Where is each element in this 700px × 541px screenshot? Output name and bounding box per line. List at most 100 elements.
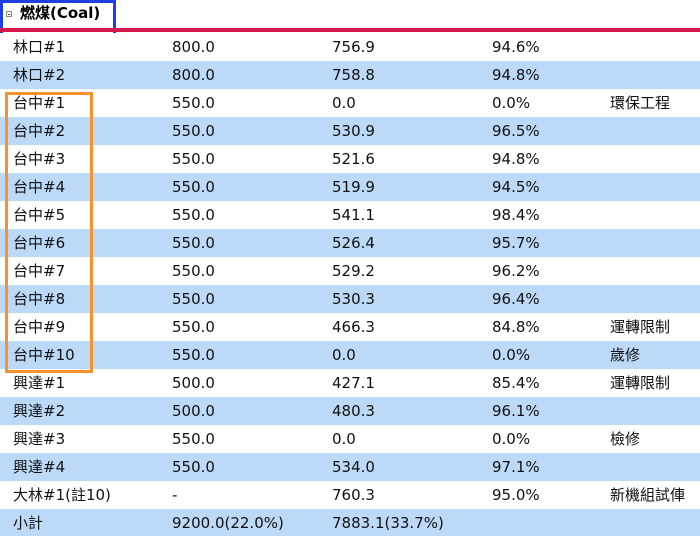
net-generation: 0.0 xyxy=(332,94,356,112)
unit-name: 林口#1 xyxy=(13,38,66,56)
collapse-toggle-icon[interactable] xyxy=(6,11,12,17)
table-row: 興達#3 550.0 0.0 0.0% 檢修 xyxy=(0,425,700,453)
table-row: 台中#1 550.0 0.0 0.0% 環保工程 xyxy=(0,89,700,117)
installed-capacity: 550.0 xyxy=(172,346,215,364)
installed-capacity: 550.0 xyxy=(172,290,215,308)
utilization-percent: 96.2% xyxy=(492,262,540,280)
generation-table: 林口#1 800.0 756.9 94.6% 林口#2 800.0 758.8 … xyxy=(0,33,700,536)
unit-name: 興達#1 xyxy=(13,374,66,392)
net-generation: 756.9 xyxy=(332,38,375,56)
utilization-percent: 94.5% xyxy=(492,178,540,196)
unit-name: 台中#10 xyxy=(13,346,75,364)
installed-capacity: 800.0 xyxy=(172,66,215,84)
installed-capacity: 550.0 xyxy=(172,122,215,140)
net-generation: 758.8 xyxy=(332,66,375,84)
installed-capacity: 550.0 xyxy=(172,318,215,336)
table-row: 台中#7 550.0 529.2 96.2% xyxy=(0,257,700,285)
installed-capacity: 800.0 xyxy=(172,38,215,56)
unit-name: 台中#1 xyxy=(13,94,66,112)
subtotal-row: 小計 9200.0(22.0%) 7883.1(33.7%) xyxy=(0,509,700,536)
utilization-percent: 0.0% xyxy=(492,94,531,112)
unit-name: 台中#8 xyxy=(13,290,66,308)
utilization-percent: 98.4% xyxy=(492,206,540,224)
unit-name: 台中#6 xyxy=(13,234,66,252)
net-generation: 530.3 xyxy=(332,290,375,308)
table-row: 林口#2 800.0 758.8 94.8% xyxy=(0,61,700,89)
unit-name: 興達#3 xyxy=(13,430,66,448)
unit-name: 興達#2 xyxy=(13,402,66,420)
utilization-percent: 94.8% xyxy=(492,66,540,84)
installed-capacity: 550.0 xyxy=(172,234,215,252)
net-generation: 541.1 xyxy=(332,206,375,224)
utilization-percent: 97.1% xyxy=(492,458,540,476)
subtotal-label: 小計 xyxy=(13,514,44,532)
installed-capacity: 550.0 xyxy=(172,178,215,196)
net-generation: 760.3 xyxy=(332,486,375,504)
unit-name: 台中#7 xyxy=(13,262,66,280)
unit-name: 台中#2 xyxy=(13,122,66,140)
net-generation: 526.4 xyxy=(332,234,375,252)
table-row: 台中#5 550.0 541.1 98.4% xyxy=(0,201,700,229)
table-row: 興達#4 550.0 534.0 97.1% xyxy=(0,453,700,481)
net-generation: 534.0 xyxy=(332,458,375,476)
table-row: 興達#2 500.0 480.3 96.1% xyxy=(0,397,700,425)
table-row: 台中#10 550.0 0.0 0.0% 歲修 xyxy=(0,341,700,369)
installed-capacity: 550.0 xyxy=(172,206,215,224)
table-row: 台中#2 550.0 530.9 96.5% xyxy=(0,117,700,145)
installed-capacity: 550.0 xyxy=(172,262,215,280)
unit-name: 台中#5 xyxy=(13,206,66,224)
section-title: 燃煤(Coal) xyxy=(20,4,101,22)
remark: 運轉限制 xyxy=(610,318,671,336)
unit-name: 大林#1(註10) xyxy=(13,486,111,504)
net-generation: 529.2 xyxy=(332,262,375,280)
subtotal-generation: 7883.1(33.7%) xyxy=(332,514,444,532)
remark: 運轉限制 xyxy=(610,374,671,392)
net-generation: 521.6 xyxy=(332,150,375,168)
utilization-percent: 96.1% xyxy=(492,402,540,420)
installed-capacity: 550.0 xyxy=(172,94,215,112)
unit-name: 台中#4 xyxy=(13,178,66,196)
utilization-percent: 96.5% xyxy=(492,122,540,140)
utilization-percent: 0.0% xyxy=(492,430,531,448)
utilization-percent: 94.6% xyxy=(492,38,540,56)
section-header: 燃煤(Coal) xyxy=(0,0,700,40)
remark: 環保工程 xyxy=(610,94,671,112)
net-generation: 530.9 xyxy=(332,122,375,140)
unit-name: 林口#2 xyxy=(13,66,66,84)
remark: 檢修 xyxy=(610,430,641,448)
table-row: 台中#3 550.0 521.6 94.8% xyxy=(0,145,700,173)
utilization-percent: 84.8% xyxy=(492,318,540,336)
table-row: 台中#8 550.0 530.3 96.4% xyxy=(0,285,700,313)
utilization-percent: 94.8% xyxy=(492,150,540,168)
installed-capacity: 550.0 xyxy=(172,458,215,476)
installed-capacity: 550.0 xyxy=(172,430,215,448)
net-generation: 0.0 xyxy=(332,430,356,448)
table-row: 興達#1 500.0 427.1 85.4% 運轉限制 xyxy=(0,369,700,397)
utilization-percent: 95.0% xyxy=(492,486,540,504)
table-row: 林口#1 800.0 756.9 94.6% xyxy=(0,33,700,61)
net-generation: 0.0 xyxy=(332,346,356,364)
section-divider xyxy=(0,28,700,32)
installed-capacity: 550.0 xyxy=(172,150,215,168)
utilization-percent: 0.0% xyxy=(492,346,531,364)
utilization-percent: 95.7% xyxy=(492,234,540,252)
installed-capacity: 500.0 xyxy=(172,374,215,392)
subtotal-capacity: 9200.0(22.0%) xyxy=(172,514,284,532)
table-row: 台中#4 550.0 519.9 94.5% xyxy=(0,173,700,201)
utilization-percent: 85.4% xyxy=(492,374,540,392)
remark: 歲修 xyxy=(610,346,641,364)
utilization-percent: 96.4% xyxy=(492,290,540,308)
net-generation: 427.1 xyxy=(332,374,375,392)
net-generation: 519.9 xyxy=(332,178,375,196)
installed-capacity: 500.0 xyxy=(172,402,215,420)
table-row: 台中#6 550.0 526.4 95.7% xyxy=(0,229,700,257)
unit-name: 台中#3 xyxy=(13,150,66,168)
installed-capacity: - xyxy=(172,486,178,504)
remark: 新機組試俥 xyxy=(610,486,686,504)
table-row: 大林#1(註10) - 760.3 95.0% 新機組試俥 xyxy=(0,481,700,509)
table-row: 台中#9 550.0 466.3 84.8% 運轉限制 xyxy=(0,313,700,341)
net-generation: 480.3 xyxy=(332,402,375,420)
unit-name: 台中#9 xyxy=(13,318,66,336)
unit-name: 興達#4 xyxy=(13,458,66,476)
net-generation: 466.3 xyxy=(332,318,375,336)
